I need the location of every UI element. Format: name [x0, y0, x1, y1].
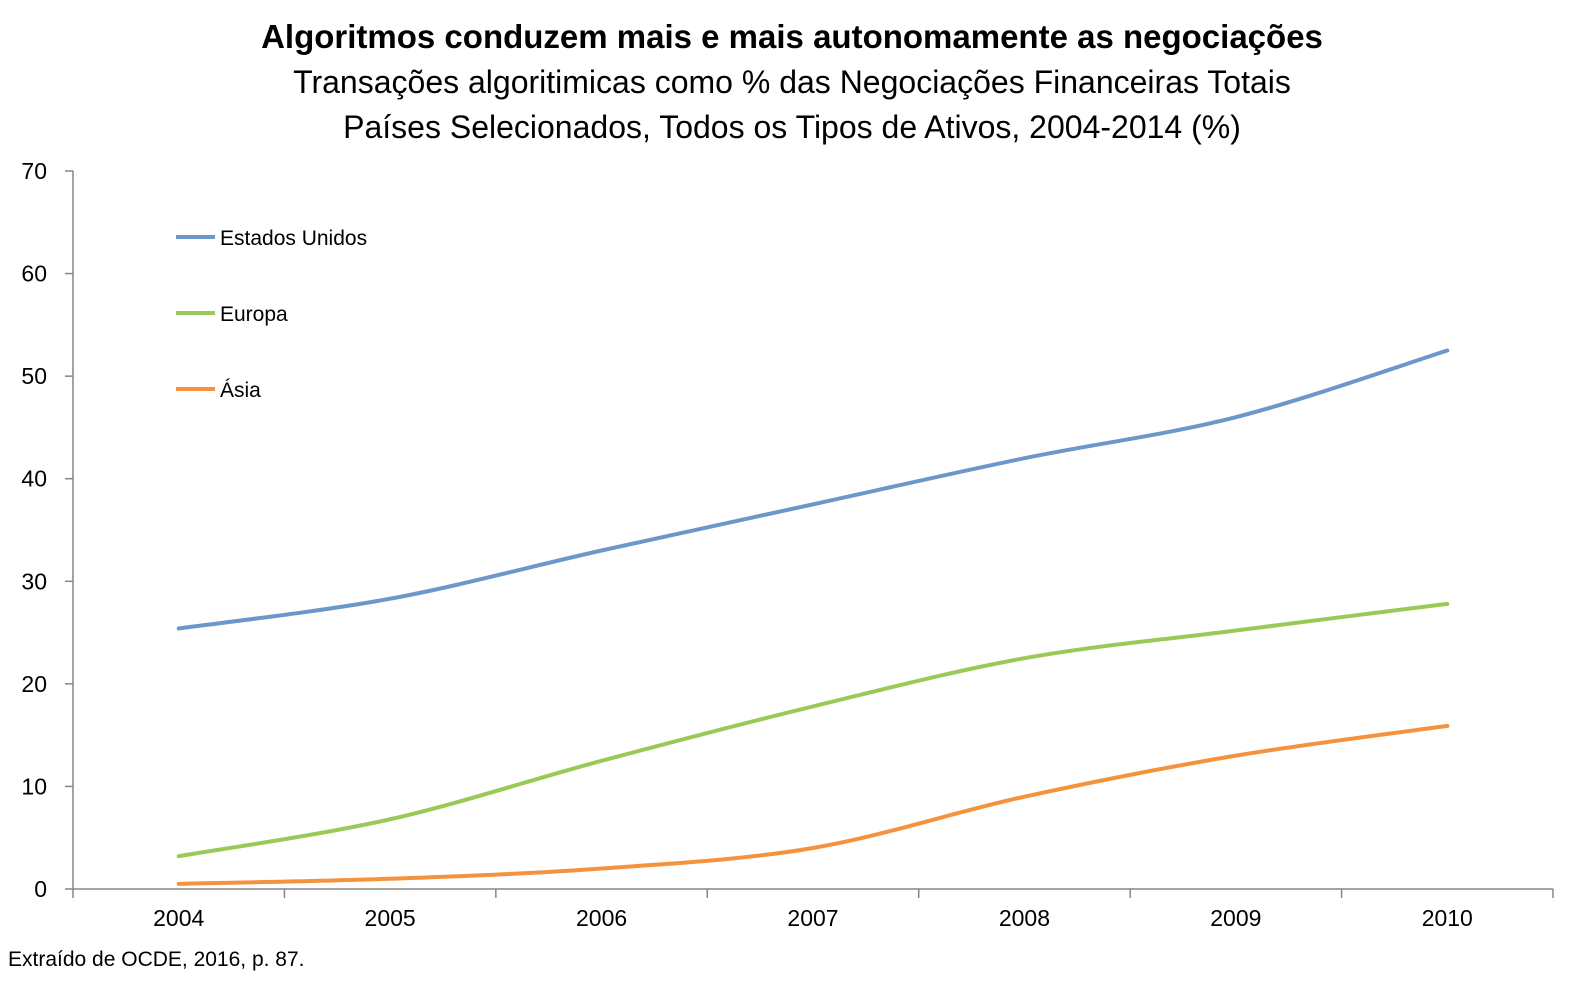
x-tick-label: 2009 — [1210, 905, 1261, 931]
x-tick-label: 2006 — [576, 905, 627, 931]
y-tick-label: 20 — [21, 671, 47, 697]
x-tick-label: 2005 — [365, 905, 416, 931]
chart-subtitle-1: Transações algoritimicas como % das Nego… — [293, 64, 1291, 100]
y-tick-label: 70 — [21, 158, 47, 184]
y-axis: 0 10 20 30 40 50 60 70 — [21, 158, 73, 902]
y-tick-label: 30 — [21, 568, 47, 594]
legend-label-europa: Europa — [220, 303, 288, 326]
legend-label-estados-unidos: Estados Unidos — [220, 227, 367, 250]
legend: Estados Unidos Europa Ásia — [176, 227, 367, 402]
x-tick-label: 2010 — [1422, 905, 1473, 931]
y-tick-label: 50 — [21, 363, 47, 389]
x-tick-label: 2008 — [999, 905, 1050, 931]
series-line-europa — [176, 601, 1450, 859]
y-tick-label: 60 — [21, 261, 47, 287]
chart-titles: Algoritmos conduzem mais e mais autonoma… — [0, 14, 1584, 150]
legend-label-asia: Ásia — [220, 379, 261, 402]
y-tick-label: 10 — [21, 773, 47, 799]
series-lines — [176, 348, 1450, 886]
series-line-estados-unidos — [176, 348, 1450, 631]
source-footnote: Extraído de OCDE, 2016, p. 87. — [8, 948, 305, 971]
chart-subtitle-2: Países Selecionados, Todos os Tipos de A… — [343, 109, 1241, 145]
x-tick-label: 2007 — [787, 905, 838, 931]
y-tick-label: 0 — [34, 876, 47, 902]
y-tick-label: 40 — [21, 466, 47, 492]
chart-title: Algoritmos conduzem mais e mais autonoma… — [261, 18, 1323, 55]
x-axis: 2004 2005 2006 2007 2008 2009 2010 — [72, 889, 1554, 931]
x-tick-label: 2004 — [153, 905, 204, 931]
series-line-asia — [176, 723, 1450, 886]
